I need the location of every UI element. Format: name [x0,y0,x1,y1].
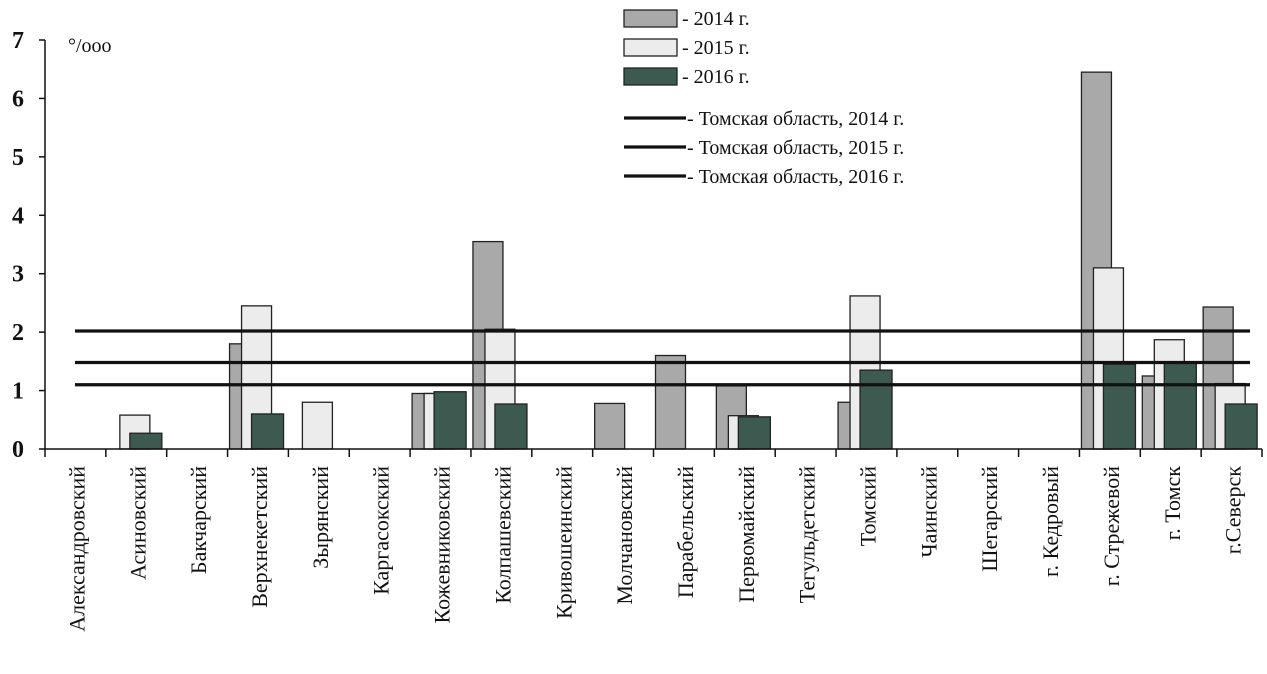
x-tick-label: г. Кедровый [1038,466,1063,577]
x-tick-label: Первомайский [734,466,759,603]
x-tick-label: Парабельский [673,466,698,598]
x-tick-label: Кожевниковский [430,466,455,624]
bar-3-7 [433,391,467,450]
y-tick-label: 0 [12,437,24,463]
legend-line-label-2: - Томская область, 2015 г. [687,137,904,159]
x-tick-label: г.Северск [1221,466,1246,555]
x-tick-label: Асиновский [125,466,150,580]
bar-3-14 [859,369,893,450]
legend-swatch-1 [623,9,678,28]
bar-3-12 [737,416,771,450]
bar-3-4 [250,413,285,450]
x-tick-label: Молчановский [612,466,637,605]
x-tick-label: Колпашевский [490,466,515,604]
y-tick-label: 4 [12,203,24,229]
bar-3-18 [1102,363,1137,450]
x-tick-label: Бакчарский [186,466,211,574]
bar-3-8 [494,403,528,450]
x-tick-label: Зырянский [308,466,333,569]
bar-1-11 [654,354,687,450]
x-tick-label: г. Томск [1160,466,1185,541]
y-tick-label: 3 [12,262,24,288]
legend-line-label-3: - Томская область, 2016 г. [687,166,904,188]
y-tick-label: 1 [12,379,24,405]
x-tick-label: Шегарский [977,466,1002,572]
bar-2-5 [301,401,334,450]
x-tick-label: Тегульдетский [795,466,820,604]
x-tick-label: Томский [856,466,881,547]
bar-3-20 [1224,403,1258,450]
reference-lines-layer [75,329,1250,387]
y-tick-label: 5 [12,145,24,171]
x-tick-label: Верхнекетский [247,466,272,608]
bars-layer [119,71,1258,450]
bar-1-10 [594,402,626,450]
x-tick-label: Каргасокский [369,466,394,595]
x-tick-label: Александровский [64,466,89,632]
legend-label-2: - 2015 г. [682,37,750,59]
x-tick-label: г. Стрежевой [1099,466,1124,586]
x-tick-label: Чаинский [916,466,941,558]
y-tick-label: 7 [12,28,24,54]
bar-3-2 [129,432,163,450]
legend-swatch-2 [623,38,678,57]
bar-3-19 [1163,362,1197,450]
x-tick-label: Кривошеинский [551,466,576,619]
unit-label: °/ooo [68,35,112,57]
y-tick-label: 2 [12,320,24,346]
legend: - 2014 г. - 2015 г. - 2016 г. - Томская обл… [623,8,904,188]
legend-label-1: - 2014 г. [682,8,750,30]
legend-label-3: - 2016 г. [682,66,750,88]
legend-line-label-1: - Томская область, 2014 г. [687,108,904,130]
y-tick-label: 6 [12,86,24,112]
axes-layer: 0 1 2 3 4 5 6 7 Александровский Асиновский Бакчарс… [12,28,1263,632]
legend-swatch-3 [623,67,678,86]
